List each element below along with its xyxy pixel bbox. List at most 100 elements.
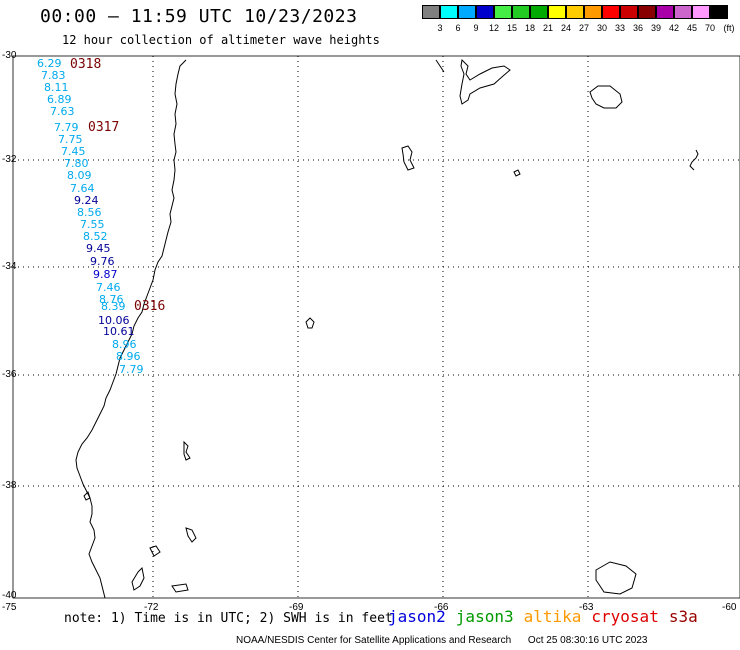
lat-label-38: -38 [2, 480, 17, 491]
color-swatch [674, 5, 692, 19]
color-scale-label: 24 [560, 23, 572, 33]
coast-east [689, 149, 699, 171]
coast-sw-atlantic [589, 85, 623, 109]
page-title: 00:00 – 11:59 UTC 10/23/2023 [40, 6, 358, 27]
rio-de-la-plata [459, 58, 511, 105]
legend-s3a: s3a [668, 607, 698, 626]
swh-value: 7.79 [119, 363, 144, 376]
lon-label-63: -63 [579, 602, 594, 613]
color-swatch [440, 5, 458, 19]
swh-value: 8.52 [83, 230, 108, 243]
swh-value: 8.11 [44, 81, 69, 94]
color-swatch [584, 5, 602, 19]
color-swatch [512, 5, 530, 19]
islet-1 [513, 169, 521, 177]
swh-value: 8.09 [67, 169, 92, 182]
color-swatch [566, 5, 584, 19]
swh-value: 7.46 [96, 281, 121, 294]
legend-cryosat: cryosat [591, 607, 659, 626]
color-scale-label: 70 [704, 23, 716, 33]
color-swatch [710, 5, 728, 19]
color-scale-bar: 3 6 9 12 15 18 21 24 27 30 33 36 39 42 45 70 (ft) [422, 5, 740, 37]
color-scale-label: 3 [437, 23, 443, 33]
track-time-0318: 0318 [70, 57, 102, 72]
lon-label-72: -72 [144, 602, 159, 613]
color-scale-label: 36 [632, 23, 644, 33]
lon-label-66: -66 [434, 602, 449, 613]
swh-value: 10.06 [98, 314, 130, 327]
lat-label-40: -40 [2, 590, 17, 601]
swh-value: 10.61 [103, 325, 135, 338]
color-swatch [692, 5, 710, 19]
islet-6 [131, 566, 145, 591]
footer-timestamp: Oct 25 08:30:16 UTC 2023 [527, 635, 648, 646]
color-scale-label: 39 [650, 23, 662, 33]
swh-value: 8.76 [99, 293, 124, 306]
islet-2 [305, 317, 315, 329]
color-scale-label: 27 [578, 23, 590, 33]
color-swatch [620, 5, 638, 19]
color-swatch [458, 5, 476, 19]
color-swatch [548, 5, 566, 19]
color-scale-label: 45 [686, 23, 698, 33]
coast-southeast [595, 561, 637, 595]
islet-5 [149, 545, 161, 557]
swh-value: 9.24 [74, 194, 99, 207]
islet-7 [171, 583, 189, 593]
track-time-0316: 0316 [134, 299, 166, 314]
island-chiloe-area [83, 491, 91, 501]
swh-value: 7.75 [58, 133, 83, 146]
swh-value: 7.55 [80, 218, 105, 231]
coast-bahia-blanca [401, 145, 415, 171]
legend-jason3: jason3 [455, 607, 514, 626]
lon-label-69: -69 [289, 602, 304, 613]
color-scale-label: 21 [542, 23, 554, 33]
color-scale-label: 15 [506, 23, 518, 33]
swh-value: 8.56 [77, 206, 102, 219]
lon-label-60: -60 [722, 602, 737, 613]
islet-3 [183, 440, 191, 461]
legend-jason2: jason2 [388, 607, 446, 626]
swh-value: 7.63 [50, 105, 75, 118]
swh-value: 7.79 [54, 121, 79, 134]
lat-label-32: -32 [2, 154, 17, 165]
swh-value: 9.87 [93, 268, 118, 281]
color-scale-unit: (ft) [723, 23, 735, 33]
color-swatch [638, 5, 656, 19]
track-time-0317: 0317 [88, 120, 120, 135]
swh-value: 7.64 [70, 182, 95, 195]
color-scale-labels: 3 6 9 12 15 18 21 24 27 30 33 36 39 42 45 70 (ft) [422, 23, 740, 37]
swh-value: 8.96 [112, 338, 137, 351]
lat-label-30: -30 [2, 50, 17, 61]
color-scale-label: 33 [614, 23, 626, 33]
color-scale-label: 30 [596, 23, 608, 33]
color-scale-label: 42 [668, 23, 680, 33]
note-text: note: 1) Time is in UTC; 2) SWH is in fe… [64, 611, 393, 626]
color-swatch [494, 5, 512, 19]
swh-value: 7.80 [64, 157, 89, 170]
swh-value: 8.39 [101, 300, 126, 313]
graticule [13, 56, 740, 598]
color-scale-swatches [422, 5, 728, 23]
coast-uruguay [435, 59, 445, 73]
legend-altika: altika [523, 607, 582, 626]
swh-value: 6.29 [37, 57, 62, 70]
page-subtitle: 12 hour collection of altimeter wave hei… [62, 33, 380, 47]
swh-value: 7.45 [61, 145, 86, 158]
footer: NOAA/NESDIS Center for Satellite Applica… [236, 635, 661, 646]
swh-value: 9.45 [86, 242, 111, 255]
islet-4 [185, 527, 197, 543]
lat-label-34: -34 [2, 261, 17, 272]
color-swatch [602, 5, 620, 19]
swh-value: 7.83 [41, 69, 66, 82]
color-swatch [476, 5, 494, 19]
color-scale-label: 9 [473, 23, 479, 33]
color-scale-label: 18 [524, 23, 536, 33]
swh-value: 8.96 [116, 350, 141, 363]
swh-value: 6.89 [47, 93, 72, 106]
lat-label-36: -36 [2, 369, 17, 380]
chile-coast [75, 59, 187, 599]
footer-credit: NOAA/NESDIS Center for Satellite Applica… [236, 635, 512, 646]
color-scale-label: 12 [488, 23, 500, 33]
